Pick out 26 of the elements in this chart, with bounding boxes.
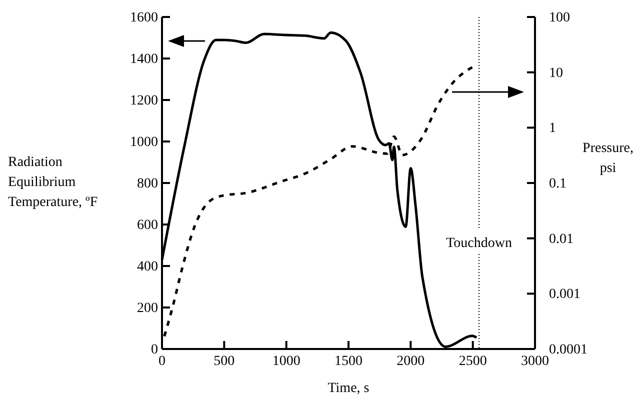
y2-axis-title: Pressure, psi bbox=[582, 141, 634, 176]
y-tick-label: 1000 bbox=[130, 134, 158, 150]
y2-tick-label: 0.001 bbox=[549, 287, 580, 302]
y2-tick-label: 100 bbox=[549, 10, 570, 26]
y2-tick-label: 10 bbox=[549, 66, 563, 81]
x-tick-label: 2500 bbox=[458, 354, 487, 369]
y-tick-label: 600 bbox=[137, 218, 158, 233]
y2-tick-label: 1 bbox=[549, 121, 556, 136]
y-axis-title: Radiation Equilibrium Temperature, ºF bbox=[8, 155, 98, 210]
x-tick-label: 1000 bbox=[272, 354, 300, 369]
x-tick-label: 2000 bbox=[396, 354, 425, 369]
y2-tick-label: 0.1 bbox=[549, 176, 566, 192]
y2-tick-label: 0.01 bbox=[549, 232, 574, 247]
x-tick-label: 500 bbox=[214, 354, 235, 369]
y-tick-label: 400 bbox=[137, 259, 158, 274]
y-tick-label: 200 bbox=[137, 300, 158, 316]
y-tick-label: 1200 bbox=[130, 93, 158, 108]
y-tick-label: 0 bbox=[151, 342, 158, 358]
x-tick-label: 3000 bbox=[521, 354, 549, 369]
y-tick-label: 1600 bbox=[130, 10, 158, 26]
x-tick-label: 1500 bbox=[334, 354, 362, 369]
y-tick-label: 800 bbox=[137, 176, 158, 192]
y-tick-label: 1400 bbox=[130, 52, 158, 67]
y2-tick-label: 0.0001 bbox=[549, 342, 588, 358]
ref-line-label: Touchdown bbox=[446, 236, 512, 251]
x-axis-title: Time, s bbox=[328, 381, 370, 396]
